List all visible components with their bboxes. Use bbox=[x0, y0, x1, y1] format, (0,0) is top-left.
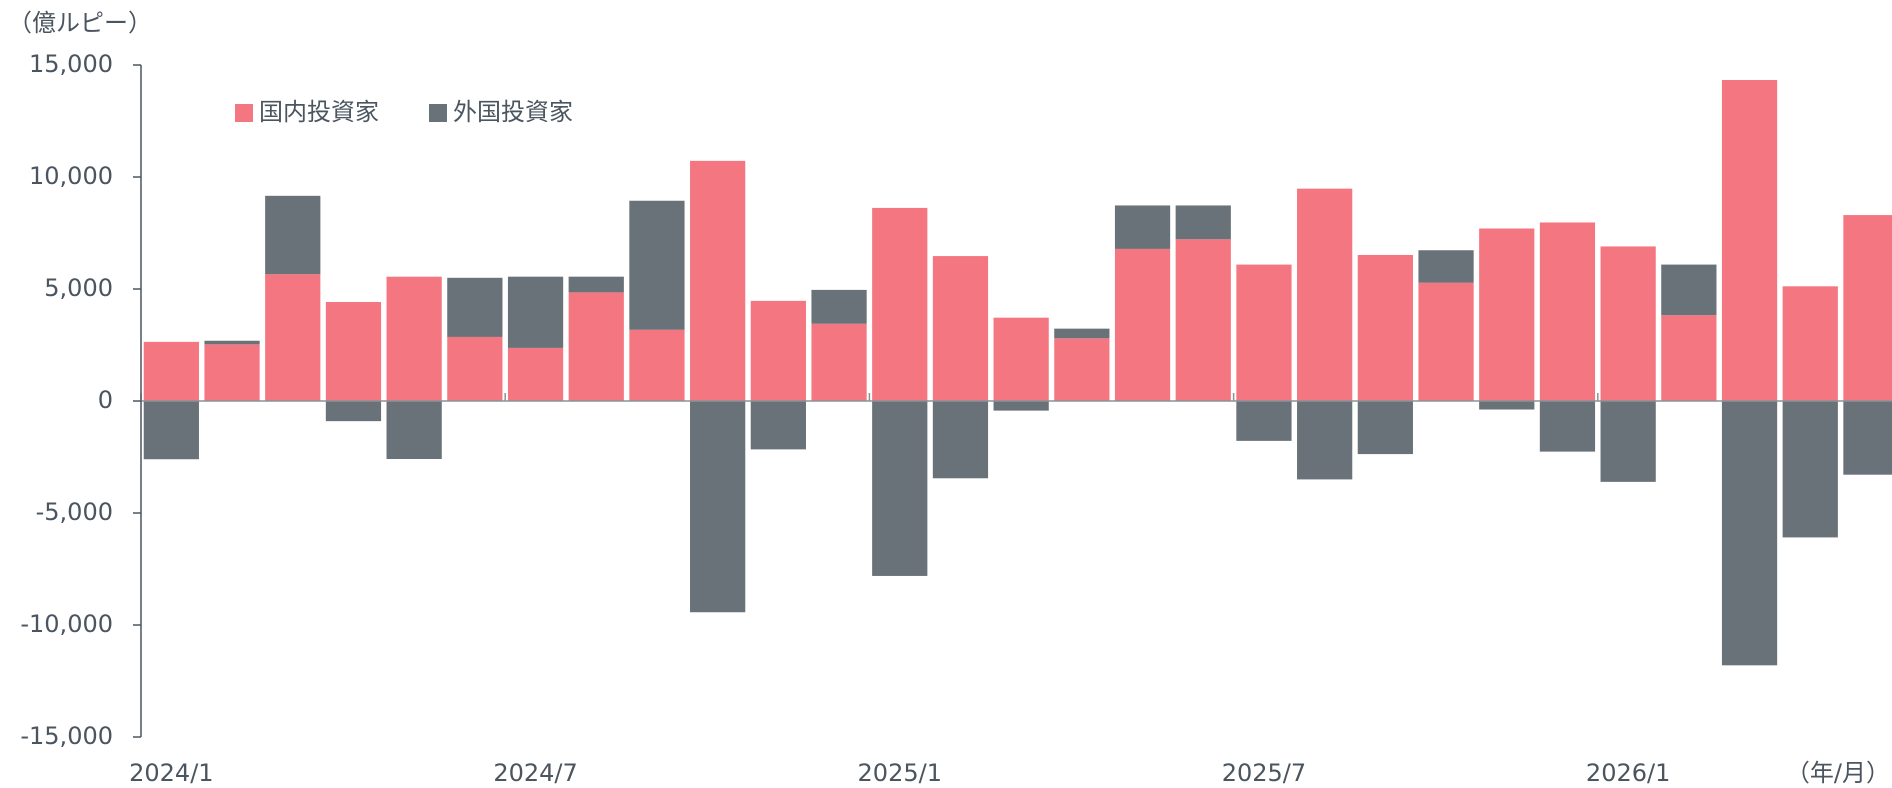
bar bbox=[1297, 401, 1353, 480]
bar bbox=[1539, 401, 1596, 452]
bar bbox=[1721, 80, 1778, 402]
legend-swatch bbox=[235, 104, 253, 122]
y-tick-label: -10,000 bbox=[20, 610, 113, 638]
bar bbox=[1054, 328, 1110, 339]
bar bbox=[811, 289, 867, 324]
bar bbox=[1114, 205, 1171, 249]
legend-label: 国内投資家 bbox=[259, 98, 379, 126]
bar bbox=[629, 329, 685, 401]
bar bbox=[1600, 401, 1656, 482]
bar bbox=[325, 301, 382, 401]
bar bbox=[507, 347, 564, 401]
bar bbox=[1843, 401, 1892, 475]
bar bbox=[1479, 401, 1535, 410]
bar bbox=[204, 340, 260, 345]
bar bbox=[1175, 205, 1231, 240]
bar bbox=[143, 401, 199, 460]
x-tick-label: 2025/1 bbox=[858, 759, 942, 787]
bar bbox=[1357, 254, 1413, 401]
bar bbox=[1479, 228, 1535, 401]
bar bbox=[1418, 282, 1474, 401]
bar bbox=[1236, 401, 1292, 441]
bar bbox=[1661, 264, 1717, 316]
bar bbox=[265, 274, 321, 401]
bar bbox=[568, 276, 624, 293]
legend-swatch bbox=[429, 104, 447, 122]
bar bbox=[1418, 250, 1474, 283]
bar bbox=[993, 317, 1049, 401]
bar bbox=[568, 292, 624, 401]
bar bbox=[993, 401, 1049, 411]
bar bbox=[690, 401, 746, 613]
x-tick-label: 2026/1 bbox=[1586, 759, 1670, 787]
bar bbox=[1843, 215, 1892, 401]
bar bbox=[750, 401, 806, 450]
bar bbox=[1661, 315, 1717, 401]
bar bbox=[750, 300, 806, 401]
y-tick-label: 10,000 bbox=[29, 162, 113, 190]
y-tick-label: -5,000 bbox=[36, 498, 113, 526]
bar bbox=[386, 401, 442, 460]
bar bbox=[1236, 264, 1292, 401]
y-axis-label: （億ルピー） bbox=[8, 9, 152, 37]
bar bbox=[507, 276, 564, 348]
y-tick-label: 5,000 bbox=[44, 274, 113, 302]
y-tick-label: -15,000 bbox=[20, 722, 113, 750]
bar bbox=[386, 276, 442, 401]
bar bbox=[325, 401, 382, 422]
legend-label: 外国投資家 bbox=[453, 98, 573, 126]
bar bbox=[629, 200, 685, 330]
y-tick-label: 15,000 bbox=[29, 50, 113, 78]
x-tick-label: 2025/7 bbox=[1222, 759, 1306, 787]
bar bbox=[447, 336, 503, 401]
bar bbox=[1054, 338, 1110, 401]
bar bbox=[872, 207, 928, 401]
x-tick-label: 2024/7 bbox=[493, 759, 577, 787]
bar bbox=[1114, 248, 1171, 401]
bar bbox=[932, 401, 989, 479]
bar bbox=[1175, 239, 1231, 401]
bar bbox=[204, 344, 260, 401]
bar bbox=[1357, 401, 1413, 455]
bar bbox=[1539, 222, 1596, 401]
bar bbox=[1782, 401, 1838, 538]
bar bbox=[447, 277, 503, 337]
bar bbox=[1721, 401, 1778, 666]
bar bbox=[1297, 188, 1353, 401]
bar bbox=[1600, 246, 1656, 401]
x-tick-label: 2024/1 bbox=[129, 759, 213, 787]
y-tick-label: 0 bbox=[98, 386, 113, 414]
bar bbox=[265, 195, 321, 275]
bar bbox=[872, 401, 928, 576]
bar bbox=[690, 160, 746, 401]
bar bbox=[143, 341, 199, 401]
bar bbox=[932, 256, 989, 401]
x-axis-label: （年/月） bbox=[1786, 759, 1890, 787]
bar bbox=[1782, 286, 1838, 401]
bar bbox=[811, 323, 867, 401]
